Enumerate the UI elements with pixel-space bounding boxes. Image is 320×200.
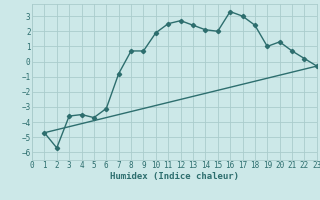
X-axis label: Humidex (Indice chaleur): Humidex (Indice chaleur) bbox=[110, 172, 239, 181]
